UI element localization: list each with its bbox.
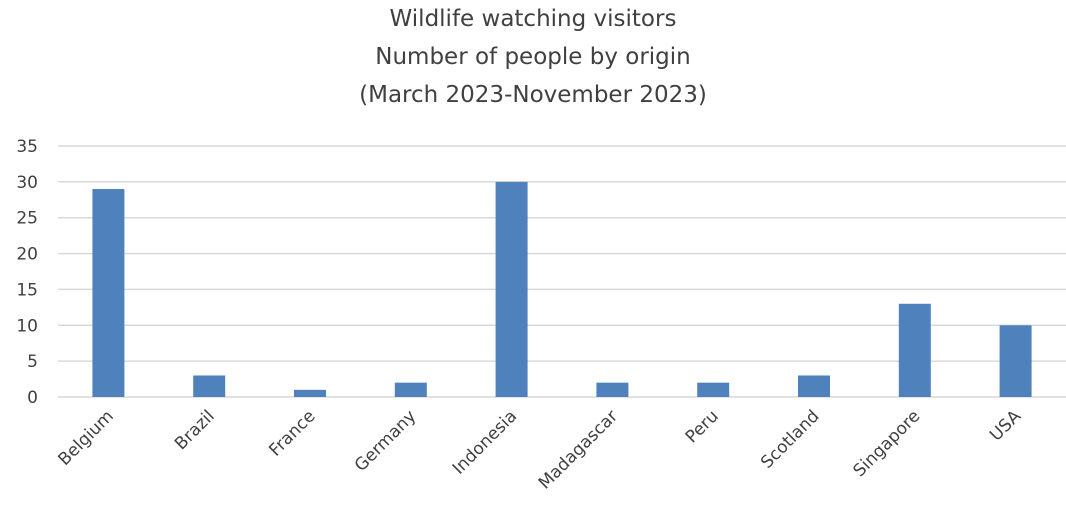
bar-brazil [193,375,226,397]
bar-germany [394,382,427,397]
x-tick-label-brazil: Brazil [171,406,219,454]
y-tick-label: 35 [16,137,38,157]
bar-singapore [898,303,931,397]
bar-peru [697,382,730,397]
chart-title-line-2: Number of people by origin [375,44,691,70]
chart-title-line-3: (March 2023-November 2023) [359,82,707,108]
x-tick-label-france: France [265,406,319,460]
x-tick-label-belgium: Belgium [55,406,118,469]
y-tick-label: 5 [27,352,38,372]
x-tick-label-scotland: Scotland [757,406,823,472]
x-tick-label-germany: Germany [351,406,420,475]
y-tick-label: 15 [16,280,38,300]
y-tick-label: 30 [16,173,38,193]
x-tick-label-singapore: Singapore [850,406,925,481]
x-tick-label-indonesia: Indonesia [449,406,521,478]
bar-france [294,389,326,397]
y-tick-label: 20 [16,245,38,265]
chart-title-line-1: Wildlife watching visitors [389,6,677,32]
bar-usa [999,325,1032,397]
y-tick-label: 10 [16,316,38,336]
bar-indonesia [495,181,528,397]
bar-belgium [92,189,125,397]
bar-scotland [798,375,830,397]
y-tick-label: 25 [16,209,38,229]
x-tick-label-madagascar: Madagascar [535,406,622,493]
x-tick-label-usa: USA [986,406,1025,445]
y-tick-label: 0 [27,388,38,408]
bar-madagascar [596,382,629,397]
x-tick-label-peru: Peru [682,406,723,447]
